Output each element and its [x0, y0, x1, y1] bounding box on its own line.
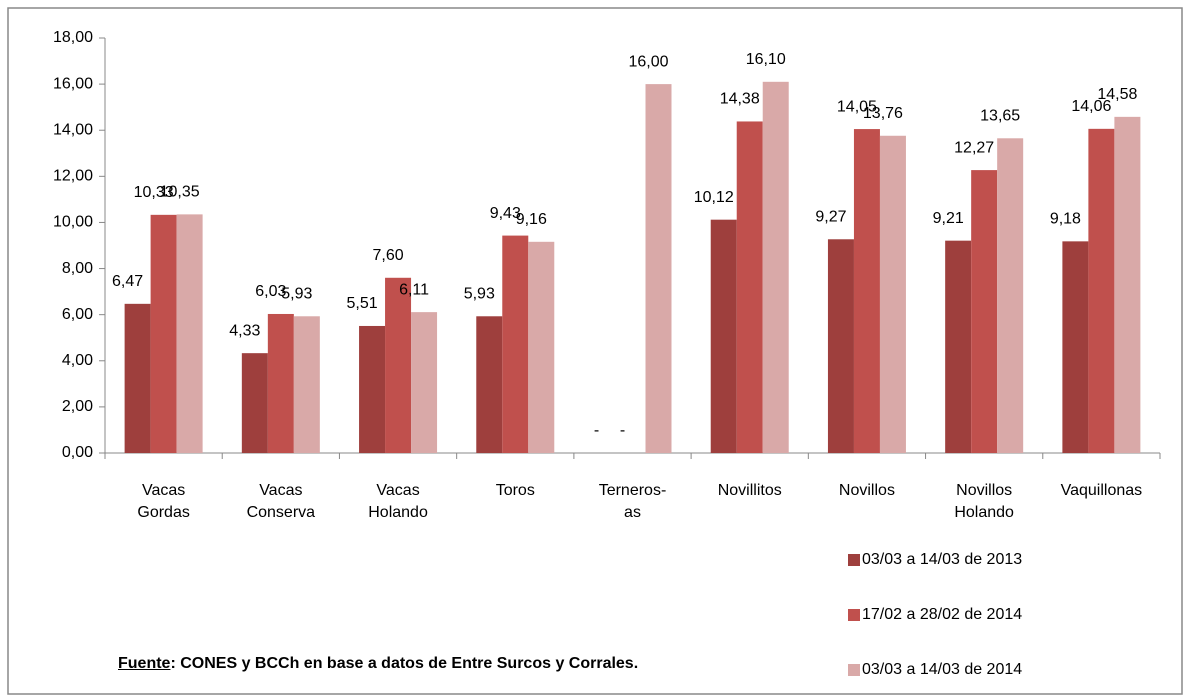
- value-label: 7,60: [372, 247, 403, 264]
- value-label: 14,06: [1071, 98, 1111, 115]
- bar: [241, 353, 268, 453]
- bar: [528, 241, 555, 453]
- value-label: 14,05: [837, 98, 877, 115]
- value-label: 9,16: [516, 211, 547, 228]
- bar: [1062, 241, 1089, 453]
- bar: [710, 219, 737, 453]
- x-tick-label: Vacas Gordas: [137, 482, 190, 521]
- legend-swatch: [848, 609, 860, 621]
- value-label: 13,76: [863, 105, 903, 122]
- x-tick-label: Novillos: [838, 482, 895, 499]
- chart-border: [7, 7, 1183, 695]
- legend-label: 03/03 a 14/03 de 2013: [862, 551, 1022, 568]
- value-label: 13,65: [980, 108, 1020, 125]
- value-label: 14,58: [1097, 86, 1137, 103]
- y-tick-label: 18,00: [53, 29, 93, 46]
- bar: [293, 316, 320, 453]
- bar: [736, 121, 763, 453]
- value-label: 12,27: [954, 139, 994, 156]
- x-tick-label: Novillitos: [717, 482, 782, 499]
- value-label: 10,33: [134, 184, 174, 201]
- y-tick-label: 10,00: [53, 214, 93, 231]
- bar: [502, 235, 529, 453]
- bar: [879, 135, 906, 453]
- value-label: 16,00: [628, 53, 668, 70]
- value-label: 6,11: [399, 281, 429, 298]
- bar: [176, 214, 203, 453]
- x-tick-label: Novillos Holando: [954, 482, 1014, 521]
- value-label: 4,33: [229, 322, 260, 339]
- y-tick-label: 8,00: [62, 260, 93, 277]
- value-label: 9,21: [933, 210, 964, 227]
- value-label: 5,51: [346, 295, 377, 312]
- bar: [971, 170, 998, 453]
- bar: [645, 84, 672, 453]
- value-label: 14,38: [720, 91, 760, 108]
- bar: [411, 312, 438, 453]
- source-note: Fuente: CONES y BCCh en base a datos de …: [118, 655, 638, 673]
- bar: [762, 81, 789, 454]
- y-tick-label: 4,00: [62, 352, 93, 369]
- legend-swatch: [848, 554, 860, 566]
- bar: [476, 316, 503, 453]
- value-label: 16,10: [746, 51, 786, 68]
- x-tick-label: Vacas Holando: [368, 482, 428, 521]
- y-tick-label: 6,00: [62, 306, 93, 323]
- bar: [1088, 128, 1115, 454]
- y-tick-label: 0,00: [62, 444, 93, 461]
- bar: [359, 325, 386, 453]
- y-tick-label: 16,00: [53, 75, 93, 92]
- value-label: 9,27: [815, 208, 846, 225]
- bar: [267, 313, 294, 453]
- value-label: 5,93: [464, 285, 495, 302]
- value-label: 9,18: [1050, 211, 1081, 228]
- source-label: Fuente: [118, 655, 171, 672]
- x-tick-label: Terneros-as: [598, 482, 667, 521]
- value-label: -: [594, 422, 599, 439]
- bar: [150, 214, 177, 453]
- bar: [124, 303, 151, 453]
- value-label: 6,47: [112, 273, 143, 290]
- bar: [853, 129, 880, 453]
- y-tick-label: 12,00: [53, 168, 93, 185]
- value-label: 10,35: [160, 184, 200, 201]
- y-tick-label: 14,00: [53, 121, 93, 138]
- source-text: : CONES y BCCh en base a datos de Entre …: [170, 655, 639, 672]
- legend-label: 17/02 a 28/02 de 2014: [862, 606, 1022, 623]
- value-label: 10,12: [694, 189, 734, 206]
- value-label: 5,93: [281, 285, 312, 302]
- legend-label: 03/03 a 14/03 de 2014: [862, 661, 1022, 678]
- bar: [1114, 116, 1141, 453]
- bar: [385, 277, 412, 453]
- x-tick-label: Toros: [495, 482, 535, 499]
- value-label: 9,43: [490, 205, 521, 222]
- y-tick-label: 2,00: [62, 398, 93, 415]
- x-tick-label: Vacas Conserva: [246, 482, 316, 521]
- bar: [945, 240, 972, 453]
- value-label: -: [620, 422, 625, 439]
- bar: [827, 239, 854, 453]
- x-tick-label: Vaquillonas: [1060, 482, 1143, 499]
- legend-swatch: [848, 664, 860, 676]
- bar: [997, 138, 1024, 453]
- value-label: 6,03: [255, 283, 286, 300]
